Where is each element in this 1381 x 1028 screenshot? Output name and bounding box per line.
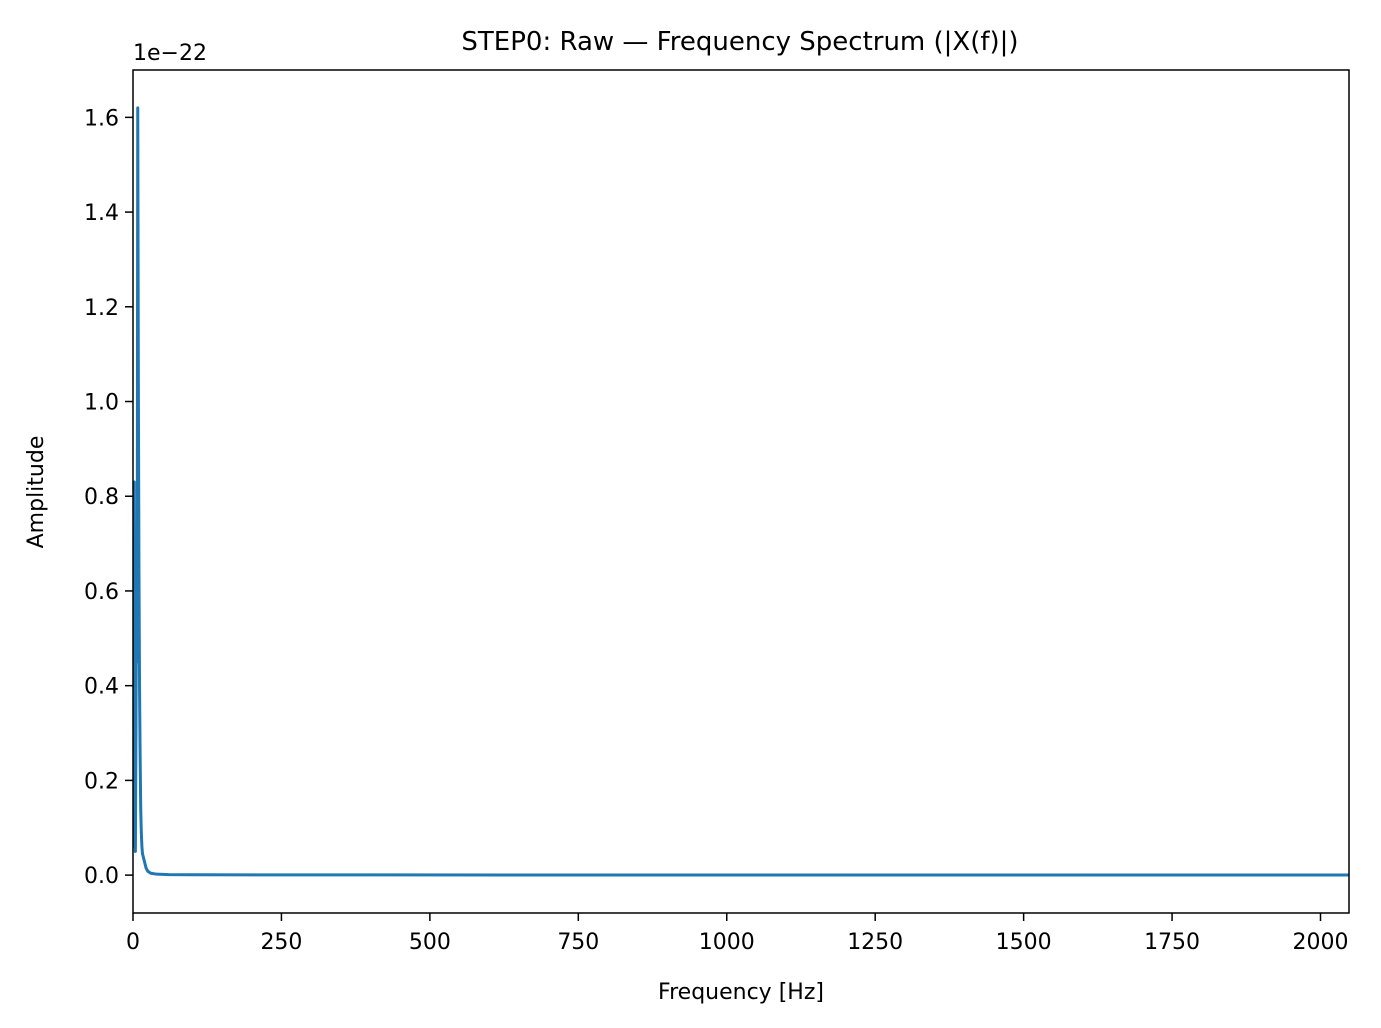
plot-area-frame bbox=[132, 69, 1350, 914]
x-tick-label: 1000 bbox=[699, 930, 755, 955]
x-tick-label: 1500 bbox=[996, 930, 1052, 955]
spectrum-data-point bbox=[167, 873, 170, 876]
spectrum-data-point bbox=[138, 755, 142, 758]
spectrum-data-point bbox=[146, 870, 150, 873]
spectrum-data-point bbox=[369, 873, 372, 877]
x-tick-label: 2000 bbox=[1293, 930, 1349, 955]
spectrum-data-point bbox=[135, 542, 138, 545]
y-tick-label: 1.0 bbox=[84, 391, 119, 416]
x-tick-label: 0 bbox=[126, 930, 140, 955]
spectrum-data-point bbox=[139, 807, 142, 811]
spectrum-data-point bbox=[137, 376, 140, 380]
x-tick-label: 250 bbox=[260, 930, 302, 955]
spectrum-data-point bbox=[1081, 873, 1085, 877]
y-tick-label: 1.6 bbox=[84, 106, 119, 131]
y-tick-label: 1.2 bbox=[84, 296, 119, 321]
spectrum-data-point bbox=[134, 850, 137, 853]
y-tick-label: 0.4 bbox=[84, 675, 119, 700]
spectrum-data-point bbox=[134, 731, 138, 735]
spectrum-data-point bbox=[142, 857, 145, 860]
x-tick-label: 750 bbox=[557, 930, 599, 955]
spectrum-data-point bbox=[191, 873, 194, 876]
spectrum-data-point bbox=[149, 872, 153, 875]
spectrum-data-point bbox=[137, 566, 141, 569]
y-tick-label: 0.8 bbox=[84, 485, 119, 510]
y-tick-label: 0.2 bbox=[84, 769, 119, 794]
spectrum-data-point bbox=[140, 831, 143, 834]
x-tick-label: 1250 bbox=[847, 930, 903, 955]
y-tick-label: 1.4 bbox=[84, 201, 119, 226]
y-axis-label: Amplitude bbox=[24, 436, 49, 549]
x-tick-label: 500 bbox=[409, 930, 451, 955]
x-tick-label: 1750 bbox=[1144, 930, 1200, 955]
spectrum-data-point bbox=[143, 862, 147, 865]
spectrum-data-point bbox=[138, 684, 141, 687]
y-offset-label: 1e−22 bbox=[133, 41, 207, 66]
spectrum-data-point bbox=[140, 845, 144, 848]
y-tick-label: 0.0 bbox=[84, 864, 119, 889]
spectrum-data-point bbox=[144, 866, 148, 870]
y-tick-label: 0.6 bbox=[84, 580, 119, 605]
x-axis-label: Frequency [Hz] bbox=[658, 980, 824, 1005]
spectrum-data-point bbox=[606, 873, 610, 877]
spectrum-data-point bbox=[250, 873, 253, 877]
spectrum-data-point bbox=[141, 852, 144, 856]
spectrum-data-point bbox=[135, 660, 139, 664]
spectrum-data-point bbox=[133, 779, 136, 782]
spectrum-data-point bbox=[844, 873, 847, 877]
spectrum-data-point bbox=[136, 106, 139, 110]
chart-title: STEP0: Raw — Frequency Spectrum (|X(f)|) bbox=[461, 27, 1018, 57]
spectrum-data-point bbox=[155, 872, 158, 876]
